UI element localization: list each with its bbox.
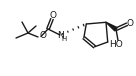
Text: O: O — [126, 19, 134, 28]
Polygon shape — [106, 22, 117, 31]
Text: HO: HO — [109, 40, 123, 49]
Text: O: O — [50, 11, 56, 21]
Text: H: H — [61, 36, 67, 42]
Text: O: O — [39, 31, 46, 41]
Text: N: N — [57, 31, 63, 41]
